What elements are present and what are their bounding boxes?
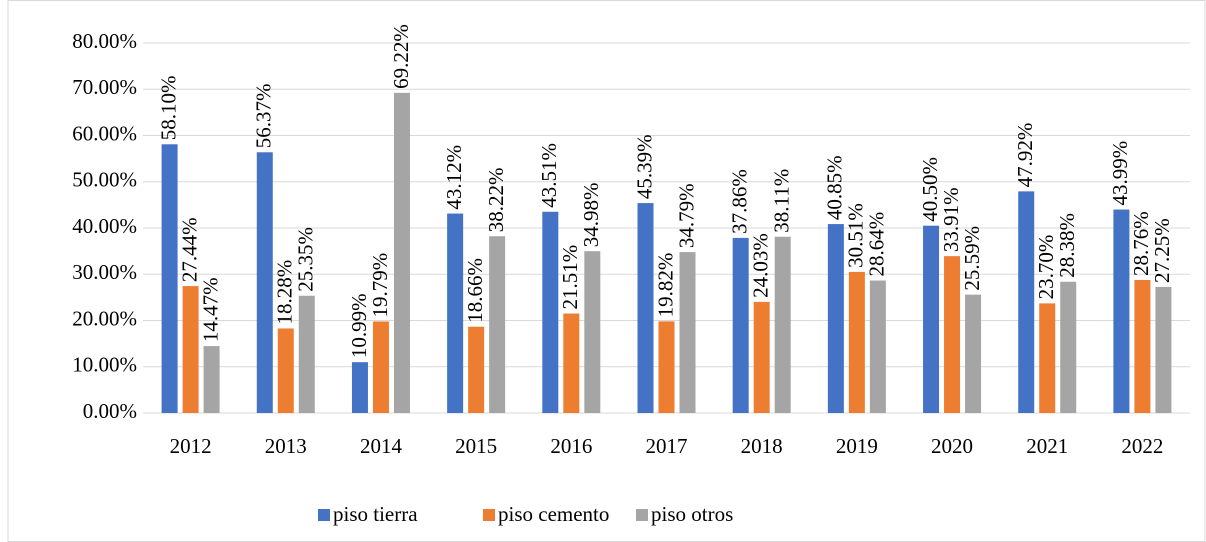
y-tick-label: 60.00%: [72, 121, 137, 145]
data-label: 24.03%: [748, 233, 772, 298]
bar: [1113, 209, 1130, 413]
bar: [753, 301, 770, 413]
bar: [637, 203, 654, 413]
bar: [447, 213, 464, 413]
bar: [584, 251, 601, 413]
data-label: 19.79%: [368, 253, 392, 318]
x-tick-label: 2013: [265, 434, 307, 458]
x-tick-label: 2014: [360, 434, 403, 458]
data-label: 25.35%: [294, 227, 318, 292]
data-label: 25.59%: [960, 226, 984, 291]
data-label: 43.51%: [537, 143, 561, 208]
bar: [658, 321, 675, 413]
bar: [827, 224, 844, 413]
data-label: 14.47%: [198, 277, 222, 342]
data-label: 28.76%: [1129, 211, 1153, 276]
bar: [944, 256, 961, 413]
data-label: 21.51%: [558, 245, 582, 310]
data-label: 43.99%: [1108, 141, 1132, 206]
data-label: 18.66%: [463, 258, 487, 323]
data-label: 19.82%: [653, 253, 677, 318]
bar: [161, 144, 178, 413]
bar: [965, 294, 982, 413]
y-tick-label: 40.00%: [72, 214, 137, 238]
data-label: 10.99%: [347, 293, 371, 358]
data-label: 28.38%: [1055, 213, 1079, 278]
legend-label: piso tierra: [333, 502, 418, 526]
bar: [298, 295, 315, 413]
data-label: 27.44%: [177, 217, 201, 282]
bar: [489, 236, 506, 413]
bar: [542, 211, 559, 413]
bar: [563, 313, 580, 413]
data-label: 69.22%: [389, 24, 413, 89]
data-label: 33.91%: [939, 187, 963, 252]
y-tick-label: 80.00%: [72, 29, 137, 53]
bar: [277, 328, 294, 413]
data-label: 56.37%: [252, 84, 276, 149]
chart-border: [7, 0, 1206, 542]
data-label: 27.25%: [1150, 218, 1174, 283]
x-tick-label: 2017: [646, 434, 688, 458]
legend-swatch: [483, 509, 495, 521]
y-tick-label: 0.00%: [83, 399, 137, 423]
bar: [732, 237, 749, 413]
data-label: 28.64%: [865, 212, 889, 277]
x-tick-label: 2020: [931, 434, 973, 458]
data-label: 58.10%: [156, 76, 180, 141]
x-tick-label: 2022: [1121, 434, 1163, 458]
data-label: 34.79%: [674, 183, 698, 248]
bar: [923, 225, 940, 413]
bar: [1018, 191, 1035, 413]
bar: [468, 326, 485, 413]
bar: [182, 286, 199, 413]
data-label: 38.11%: [769, 169, 793, 233]
data-label: 40.50%: [918, 157, 942, 222]
x-tick-label: 2018: [741, 434, 783, 458]
bar: [679, 252, 696, 413]
x-tick-label: 2012: [170, 434, 212, 458]
legend-label: piso cemento: [498, 502, 609, 526]
bar: [372, 321, 389, 413]
bar: [351, 362, 368, 413]
y-tick-label: 70.00%: [72, 75, 137, 99]
x-tick-label: 2019: [836, 434, 878, 458]
x-tick-label: 2021: [1026, 434, 1068, 458]
data-label: 47.92%: [1013, 123, 1037, 188]
data-label: 43.12%: [442, 145, 466, 210]
bar: [256, 152, 273, 413]
bar: [1060, 281, 1077, 413]
data-label: 40.85%: [823, 155, 847, 220]
bar: [1039, 303, 1056, 413]
bar: [848, 271, 865, 413]
y-tick-label: 10.00%: [72, 353, 137, 377]
legend-swatch: [636, 509, 648, 521]
bar: [203, 346, 220, 413]
data-label: 38.22%: [484, 167, 508, 232]
y-tick-label: 20.00%: [72, 306, 137, 330]
bar: [1155, 286, 1172, 413]
legend-label: piso otros: [651, 502, 733, 526]
bar: [774, 236, 791, 413]
data-label: 30.51%: [844, 203, 868, 268]
y-tick-label: 50.00%: [72, 168, 137, 192]
x-tick-label: 2015: [455, 434, 497, 458]
y-tick-label: 30.00%: [72, 260, 137, 284]
legend-swatch: [318, 509, 330, 521]
data-label: 45.39%: [632, 134, 656, 199]
bar: [393, 92, 410, 414]
data-label: 37.86%: [727, 169, 751, 234]
bar: [1134, 279, 1151, 413]
bar: [869, 280, 886, 413]
data-label: 34.98%: [579, 182, 603, 247]
x-tick-label: 2016: [550, 434, 592, 458]
data-label: 18.28%: [273, 260, 297, 325]
data-label: 23.70%: [1034, 235, 1058, 300]
